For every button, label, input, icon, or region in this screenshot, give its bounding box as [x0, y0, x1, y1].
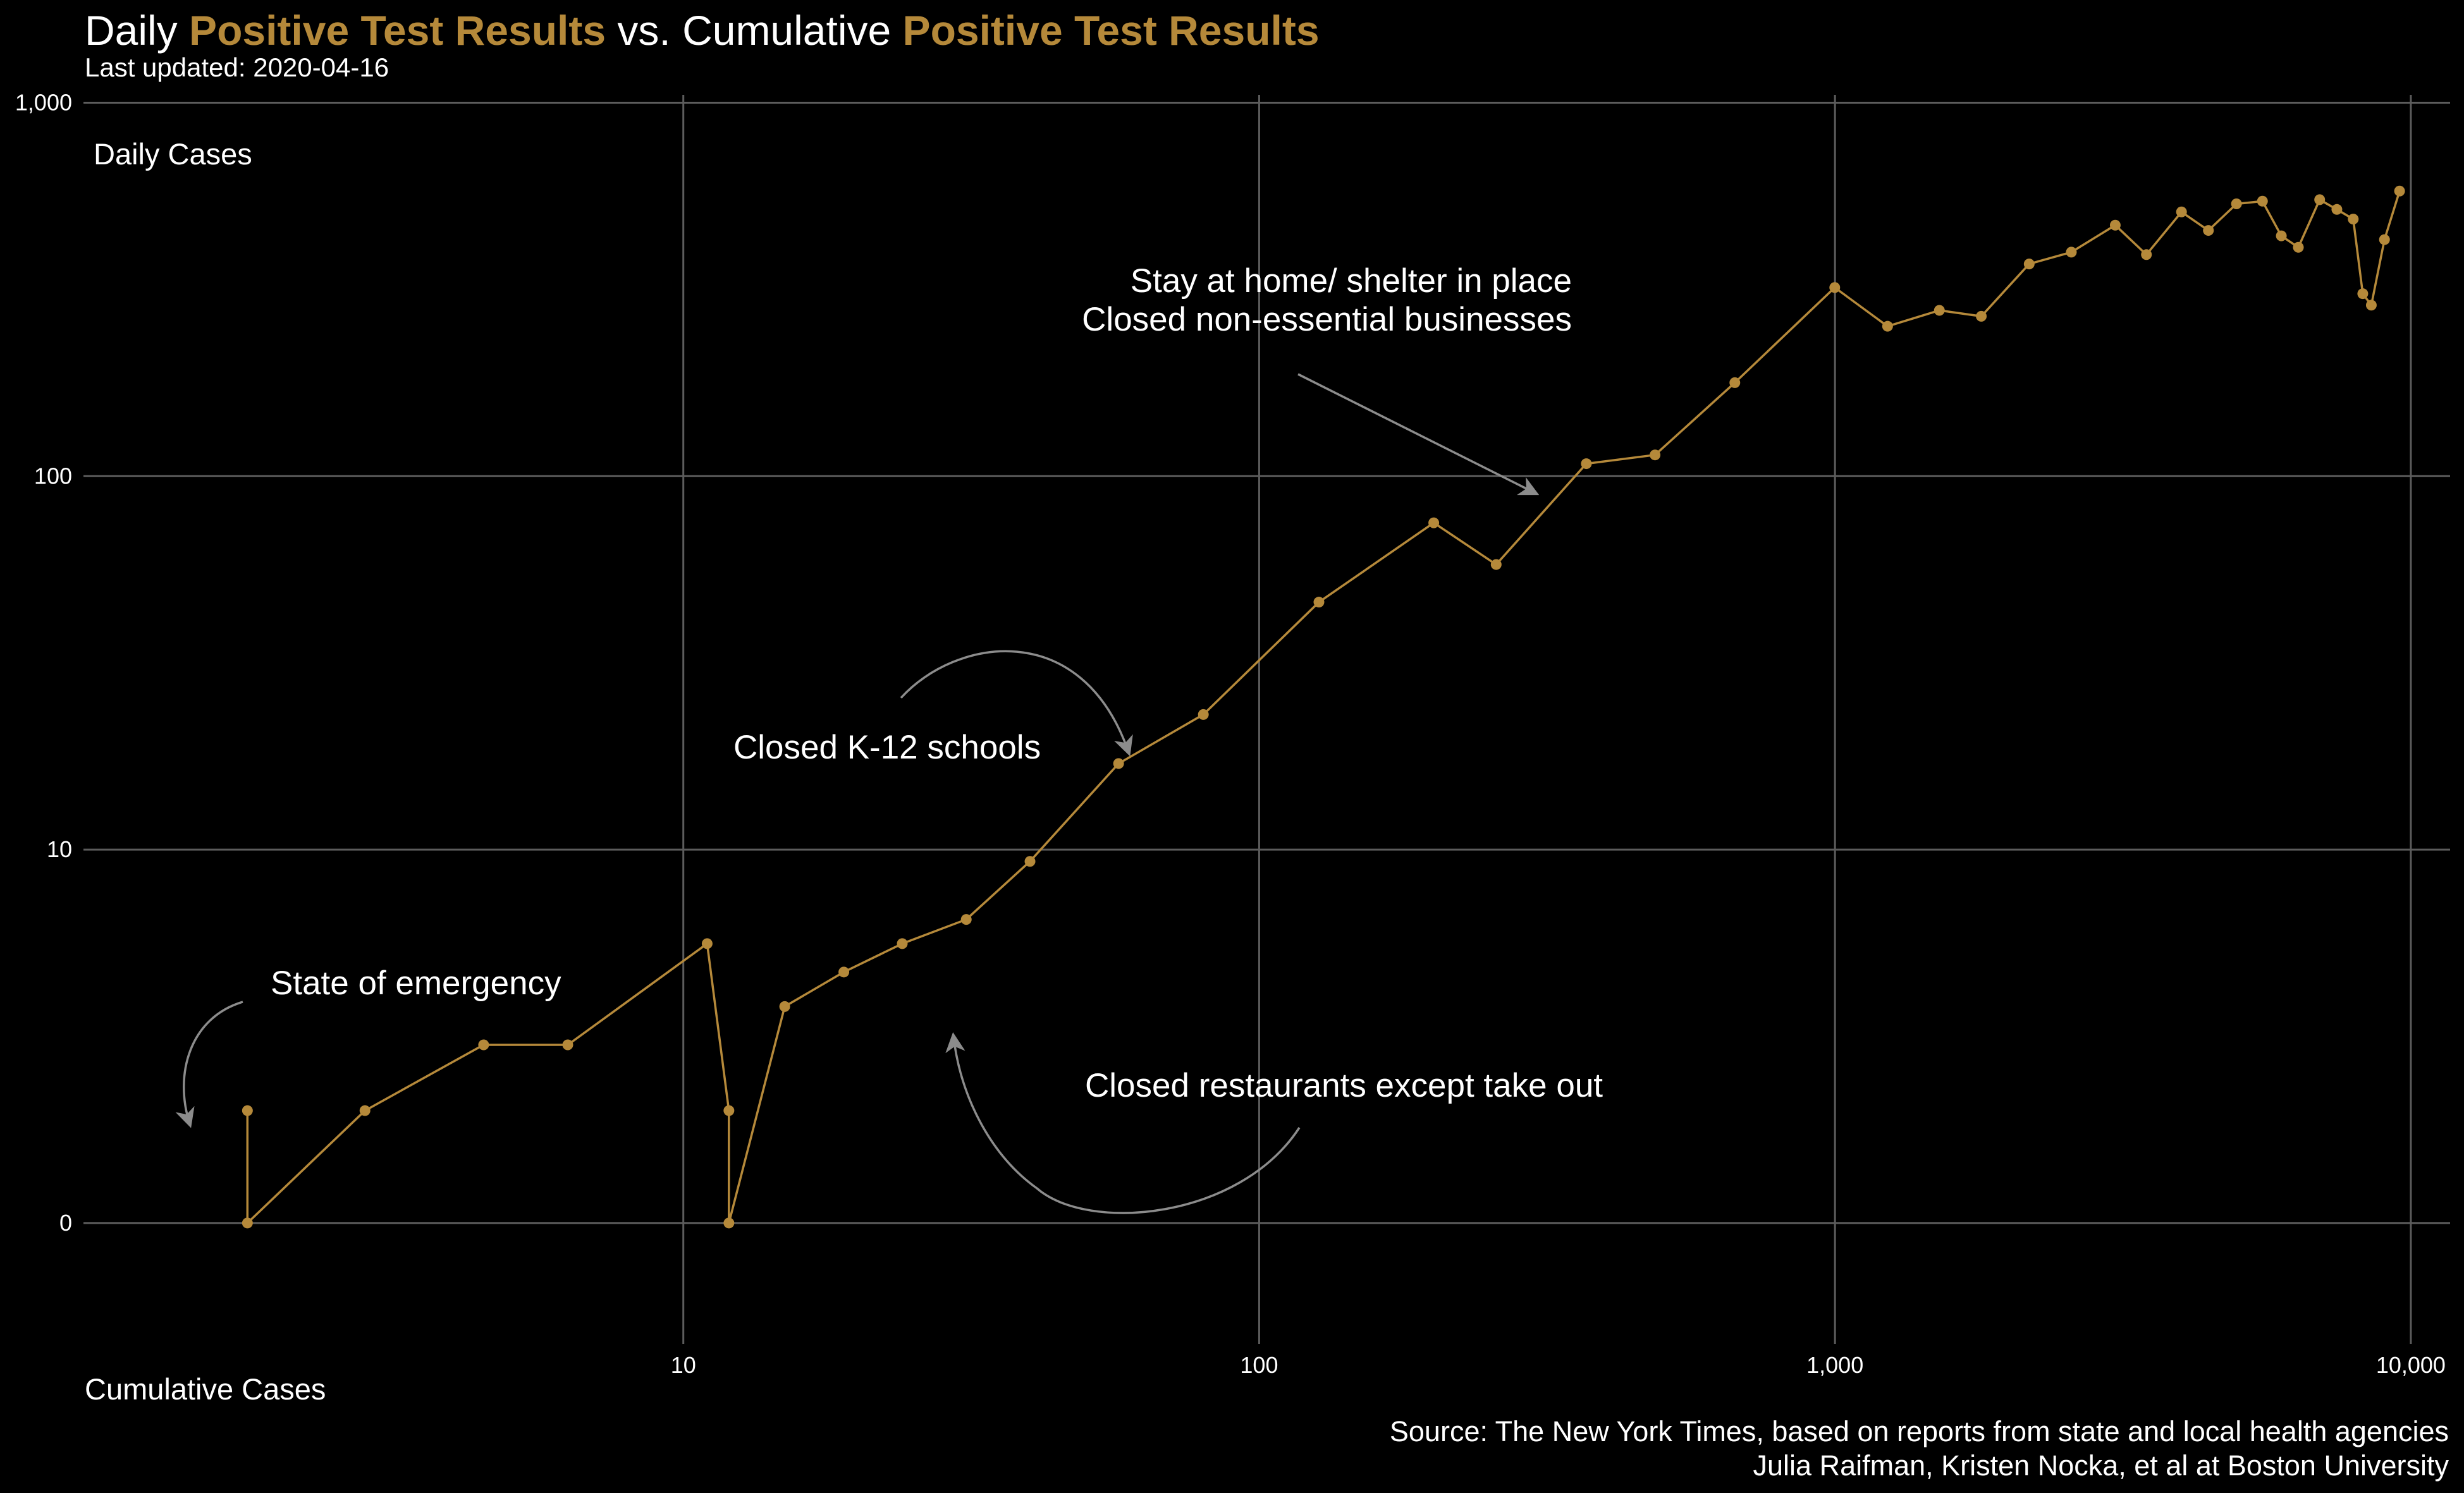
author-line: Julia Raifman, Kristen Nocka, et al at B… [1753, 1449, 2449, 1482]
data-point [562, 1039, 573, 1051]
source-caption: Source: The New York Times, based on rep… [1390, 1415, 2449, 1483]
data-point [2314, 194, 2326, 205]
y-tick-label: 1,000 [15, 90, 72, 116]
grid-lines [83, 95, 2450, 1344]
data-point [1198, 709, 1209, 720]
data-point [2348, 214, 2359, 225]
annotation-arrows [175, 373, 1540, 1214]
data-point [838, 966, 850, 978]
y-tick-label: 10 [47, 836, 72, 862]
data-point [478, 1039, 489, 1051]
y-tick-label: 0 [59, 1210, 72, 1236]
chart-title: Daily Positive Test Results vs. Cumulati… [85, 5, 1320, 56]
data-point [2231, 198, 2242, 210]
series-daily-cases [242, 185, 2405, 1229]
data-point [1934, 305, 1945, 316]
data-point [359, 1105, 371, 1116]
annotation-state-of-emergency: State of emergency [271, 965, 561, 1002]
data-point [2365, 300, 2377, 311]
source-line: Source: The New York Times, based on rep… [1389, 1415, 2449, 1447]
x-tick-label: 1,000 [1806, 1352, 1863, 1378]
annotations: State of emergency Closed K-12 schools C… [271, 262, 1603, 1104]
data-point [2176, 206, 2187, 217]
annotation-stay-at-home: Stay at home/ shelter in place Closed non… [1082, 262, 1572, 338]
data-point [701, 938, 713, 949]
data-point [2257, 195, 2268, 207]
data-point [2357, 288, 2369, 300]
x-tick-label: 10,000 [2376, 1352, 2446, 1378]
chart-subtitle: Last updated: 2020-04-16 [85, 52, 389, 82]
title-word-daily: Daily [85, 7, 190, 54]
data-point [1829, 282, 1841, 293]
arrow-state-of-emergency [175, 1001, 243, 1128]
data-point [779, 1001, 790, 1012]
x-tick-label: 100 [1240, 1352, 1278, 1378]
data-point [2109, 219, 2121, 231]
arrow-closed-restaurants [945, 1032, 1301, 1214]
data-point [1490, 559, 1502, 570]
data-point [2276, 230, 2287, 241]
title-highlight-1: Positive Test Results [189, 7, 606, 54]
data-point [723, 1105, 735, 1116]
data-point [1024, 856, 1036, 867]
data-point [2066, 247, 2077, 258]
x-axis-label: Cumulative Cases [85, 1372, 326, 1406]
data-point [897, 938, 908, 949]
data-point [2394, 185, 2405, 197]
data-point [2141, 249, 2152, 260]
data-point [2379, 234, 2390, 245]
data-point [2293, 241, 2304, 253]
data-point [1581, 458, 1592, 470]
data-point [1729, 377, 1741, 388]
data-point [1882, 320, 1893, 332]
axis-ticks: 0 10 100 1,000 10 100 1,000 10,000 [15, 90, 2446, 1378]
y-axis-label: Daily Cases [94, 137, 252, 171]
title-word-vs: vs. Cumulative [606, 7, 903, 54]
x-tick-label: 10 [671, 1352, 696, 1378]
data-point [2023, 259, 2035, 270]
arrow-stay-at-home [1297, 373, 1540, 496]
data-point [1976, 310, 1987, 322]
y-tick-label: 100 [34, 463, 72, 489]
data-point [242, 1105, 253, 1116]
data-point [242, 1217, 253, 1229]
data-point [1113, 758, 1124, 769]
data-point [1313, 597, 1325, 608]
data-point [2203, 225, 2214, 236]
data-point [2331, 204, 2343, 215]
data-point [1650, 449, 1661, 461]
data-point [723, 1217, 735, 1229]
series-line [246, 190, 2401, 1224]
data-point [960, 914, 972, 925]
annotation-closed-k12-schools: Closed K-12 schools [733, 729, 1041, 766]
data-point [1428, 517, 1440, 528]
arrow-closed-k12-schools [900, 650, 1133, 757]
title-highlight-2: Positive Test Results [902, 7, 1320, 54]
annotation-closed-restaurants: Closed restaurants except take out [1085, 1067, 1603, 1104]
